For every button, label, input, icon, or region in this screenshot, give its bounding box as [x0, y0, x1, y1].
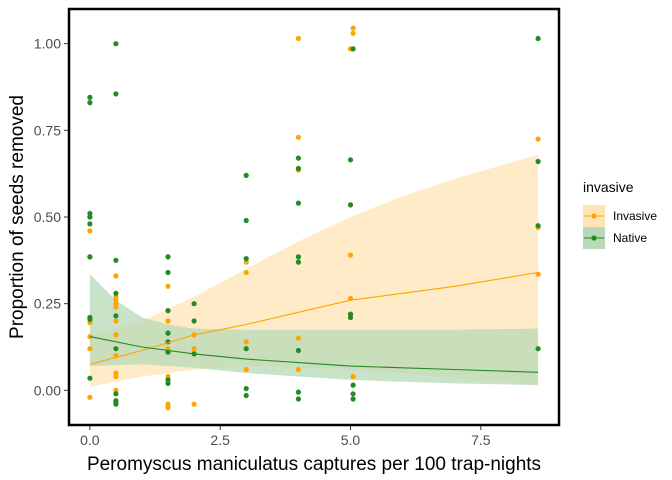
- native-point: [350, 396, 356, 402]
- invasive-point: [113, 304, 119, 310]
- invasive-point: [113, 373, 119, 380]
- native-point: [191, 318, 197, 324]
- native-point: [87, 94, 93, 100]
- legend-title: invasive: [583, 179, 634, 195]
- invasive-point: [243, 366, 249, 373]
- native-point: [165, 330, 171, 336]
- invasive-point: [243, 339, 249, 345]
- native-point: [113, 399, 119, 406]
- native-point: [87, 254, 93, 260]
- native-point: [243, 392, 249, 399]
- native-point: [165, 308, 171, 314]
- y-axis-title: Proportion of seeds removed: [7, 95, 28, 339]
- native-point: [87, 100, 93, 106]
- native-point: [295, 396, 301, 402]
- y-tick-label: 0.25: [34, 296, 61, 312]
- invasive-point: [191, 346, 197, 352]
- native-point: [243, 346, 249, 352]
- invasive-point: [295, 366, 301, 373]
- y-tick-label: 0.00: [34, 382, 61, 398]
- invasive-point: [87, 394, 93, 400]
- invasive-point: [350, 373, 356, 380]
- invasive-point: [87, 228, 93, 234]
- native-point: [113, 346, 119, 352]
- invasive-point: [243, 269, 249, 276]
- native-point: [113, 391, 119, 397]
- x-axis-title: Peromyscus maniculatus captures per 100 …: [87, 454, 541, 475]
- legend-key-point-invasive: [591, 213, 597, 219]
- native-point: [113, 91, 119, 97]
- axes: 0.0 2.5 5.0 7.5 0.00 0.25 0.50 0.75 1.00: [34, 36, 491, 448]
- native-point: [295, 347, 301, 354]
- y-tick-label: 0.50: [34, 209, 61, 225]
- native-point: [243, 386, 249, 392]
- x-tick-label: 2.5: [210, 432, 230, 448]
- native-point: [243, 217, 249, 224]
- invasive-point: [295, 35, 301, 42]
- native-point: [350, 391, 356, 397]
- native-point: [243, 172, 249, 178]
- native-point: [87, 375, 93, 381]
- native-point: [165, 254, 171, 260]
- x-tick-label: 7.5: [471, 432, 491, 448]
- native-confidence-band: [89, 274, 539, 386]
- x-tick-label: 0.0: [80, 432, 100, 448]
- native-point: [87, 316, 93, 322]
- invasive-point: [113, 332, 119, 338]
- legend-key-point-native: [591, 235, 597, 241]
- native-point: [295, 259, 301, 265]
- legend: invasive Invasive Native: [583, 179, 657, 249]
- invasive-trend-line: [89, 271, 539, 365]
- native-point: [295, 165, 301, 172]
- invasive-point: [165, 405, 171, 411]
- y-tick-label: 1.00: [34, 36, 61, 52]
- confidence-bands: [89, 154, 539, 387]
- native-point: [535, 223, 541, 229]
- native-point: [347, 314, 354, 321]
- trend-lines: [89, 271, 539, 373]
- native-point: [295, 200, 301, 206]
- native-point: [535, 35, 541, 42]
- y-tick-label: 0.75: [34, 122, 61, 138]
- invasive-point: [165, 283, 171, 289]
- invasive-point: [295, 335, 301, 341]
- invasive-point: [350, 25, 356, 31]
- native-point: [113, 290, 119, 296]
- native-trend-line: [89, 336, 539, 373]
- native-point: [347, 202, 354, 208]
- native-point: [113, 41, 119, 47]
- invasive-point: [191, 401, 197, 407]
- legend-label-invasive: Invasive: [613, 209, 657, 223]
- invasive-point: [113, 273, 119, 279]
- native-point: [295, 155, 301, 161]
- legend-label-native: Native: [613, 231, 647, 245]
- plot-panel-border: [67, 7, 561, 427]
- native-point: [347, 157, 354, 163]
- native-point: [535, 158, 541, 165]
- invasive-point: [347, 252, 354, 258]
- invasive-point: [350, 30, 356, 36]
- x-tick-label: 5.0: [341, 432, 361, 448]
- invasive-point: [113, 318, 119, 324]
- invasive-point: [87, 346, 93, 352]
- native-point: [165, 380, 171, 386]
- native-point: [113, 313, 119, 319]
- native-point: [243, 256, 249, 262]
- native-point: [295, 254, 301, 260]
- legend-items: Invasive Native: [583, 205, 657, 249]
- invasive-point: [165, 318, 171, 324]
- native-point: [87, 214, 93, 220]
- native-point: [535, 346, 541, 352]
- native-point: [350, 382, 356, 388]
- invasive-point: [535, 136, 541, 142]
- native-point: [113, 257, 119, 263]
- native-point: [191, 301, 197, 307]
- native-point: [87, 221, 93, 227]
- native-point: [350, 46, 356, 52]
- invasive-point: [295, 134, 301, 140]
- native-point: [295, 389, 301, 395]
- native-point: [165, 269, 171, 276]
